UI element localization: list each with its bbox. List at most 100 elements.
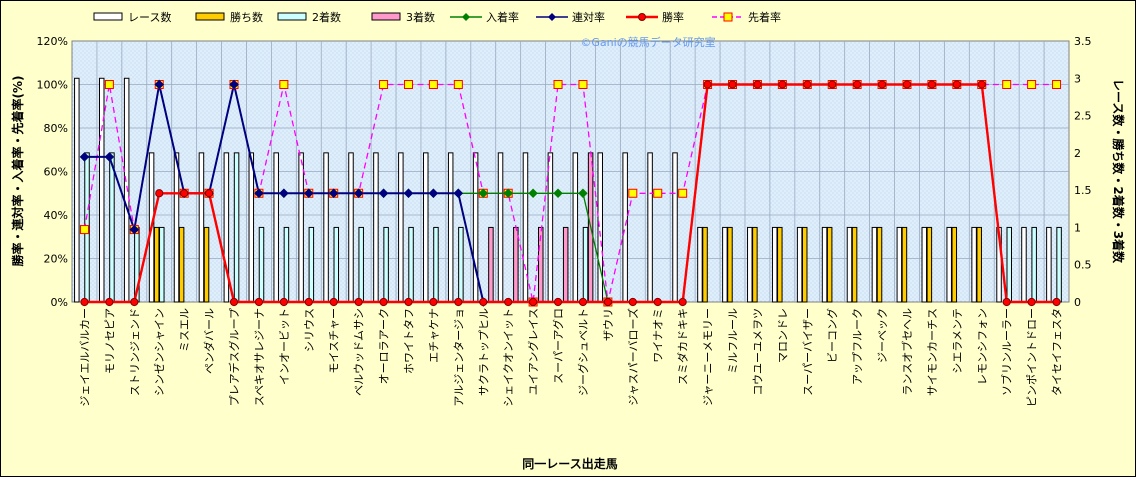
legend-label: 先着率 <box>748 10 781 24</box>
bar-races <box>323 152 329 303</box>
watermark: ©Ganiの競馬データ研究室 <box>580 35 715 49</box>
bar-wins <box>801 226 808 303</box>
point-first-rate <box>79 225 89 235</box>
bar-second <box>308 226 315 303</box>
x-tick-label: ビーコング <box>825 308 839 363</box>
point-first-rate <box>403 80 413 89</box>
point-win-rate <box>130 297 139 307</box>
point-rentai-rate <box>229 79 239 90</box>
bar-races <box>597 152 603 303</box>
point-rentai-rate <box>104 152 115 162</box>
point-first-rate <box>678 188 688 198</box>
x-tick-label: モイスチャー <box>328 308 341 374</box>
x-tick-label: ユイアングレイス <box>526 308 540 395</box>
bar-second <box>358 226 364 303</box>
point-win-rate <box>578 297 588 307</box>
x-tick-label: コウユーユメヲツ <box>751 308 764 396</box>
bar-wins <box>702 226 708 303</box>
x-tick-label: ランスオブセヘル <box>900 308 914 396</box>
bar-third <box>513 226 519 303</box>
bar-races <box>946 226 952 303</box>
bar-second <box>1056 226 1062 303</box>
point-win-rate <box>229 297 239 307</box>
legend-swatch <box>93 12 123 21</box>
point-place-rate <box>528 188 538 198</box>
point-win-rate <box>803 80 812 89</box>
y-left-tick-label: 100% <box>37 79 68 92</box>
legend-label: 勝ち数 <box>230 10 263 24</box>
y-right-tick-label: 0 <box>1074 296 1081 309</box>
point-win-rate <box>404 297 413 307</box>
point-place-rate <box>503 188 513 198</box>
bar-races <box>398 152 404 303</box>
bar-races <box>198 152 205 303</box>
point-first-rate <box>578 80 588 89</box>
x-tick-labels: ジェイエルバルカー モリノセピア ストリンジェンド シンゼンシャイン ミスエル ペンダバー… <box>79 308 1064 407</box>
point-win-rate <box>379 297 388 307</box>
x-tick-label: ジェイエルバルカー <box>79 308 92 407</box>
y-right-tick-label: 1.5 <box>1074 184 1092 197</box>
bar-races <box>672 152 678 303</box>
gridlines <box>72 41 1069 302</box>
bar-second <box>383 226 389 303</box>
bar-races <box>796 226 803 303</box>
x-tick-label: サクラトップヒル <box>477 308 490 396</box>
point-first-rate <box>428 80 438 89</box>
bar-wins <box>752 226 758 303</box>
point-rentai-rate <box>279 188 289 198</box>
bar-wins <box>851 226 858 303</box>
point-win-rate <box>828 80 837 89</box>
point-rentai-rate <box>453 188 464 198</box>
bar-second <box>109 152 115 303</box>
point-win-rate <box>1052 297 1061 307</box>
bar-races <box>123 77 130 303</box>
bar-races <box>1046 226 1052 303</box>
bar-wins <box>876 226 883 303</box>
y-right-tick-label: 3 <box>1074 72 1081 85</box>
y-right-tick-label: 3.5 <box>1074 35 1092 48</box>
point-win-rate <box>80 297 89 307</box>
y-right-ticks: 0 0.5 1 1.5 2 2.5 3 3.5 <box>1074 35 1092 309</box>
point-win-rate <box>778 80 787 89</box>
bar-races <box>223 152 230 303</box>
x-tick-label: アップフルーク <box>851 308 864 385</box>
bar-races <box>871 226 878 303</box>
bar-races <box>821 226 828 303</box>
legend-swatch-marker <box>638 13 646 21</box>
bar-races <box>622 152 628 303</box>
point-rentai-rate <box>79 152 90 162</box>
point-win-rate <box>553 297 563 307</box>
x-tick-label: ストリンジェンド <box>128 308 141 396</box>
bar-wins <box>203 226 210 303</box>
point-first-rate <box>553 80 563 89</box>
point-win-rate <box>254 297 264 307</box>
line-win-rate <box>84 83 1057 304</box>
bar-second <box>1006 226 1012 303</box>
lines-layer <box>79 79 1062 307</box>
point-win-rate <box>678 297 687 307</box>
point-first-rate <box>653 188 663 198</box>
point-win-rate <box>204 189 214 198</box>
x-tick-label: シリウス <box>303 308 316 352</box>
point-rentai-rate <box>154 79 164 90</box>
point-rentai-rate <box>254 188 264 198</box>
x-tick-label: マロンドレ <box>776 308 789 363</box>
point-win-rate <box>529 297 538 307</box>
legend-swatch-marker <box>462 13 470 21</box>
x-tick-label: レモンシフォン <box>976 308 989 385</box>
point-place-rate <box>553 188 563 198</box>
legend-swatch-marker <box>548 13 556 21</box>
bar-races <box>423 152 429 303</box>
legend-swatch <box>195 12 225 21</box>
x-tick-label: モリノセピア <box>103 308 116 374</box>
bar-races <box>722 226 728 303</box>
point-win-rate <box>105 297 114 307</box>
y-left-tick-label: 40% <box>44 209 68 222</box>
bar-races <box>771 226 778 303</box>
bar-second <box>159 226 165 303</box>
y-right-tick-label: 1 <box>1074 221 1081 234</box>
legend-swatch <box>371 12 401 21</box>
bar-wins <box>926 226 933 303</box>
x-tick-label: シエラメンテ <box>951 308 964 374</box>
point-win-rate <box>927 80 937 89</box>
